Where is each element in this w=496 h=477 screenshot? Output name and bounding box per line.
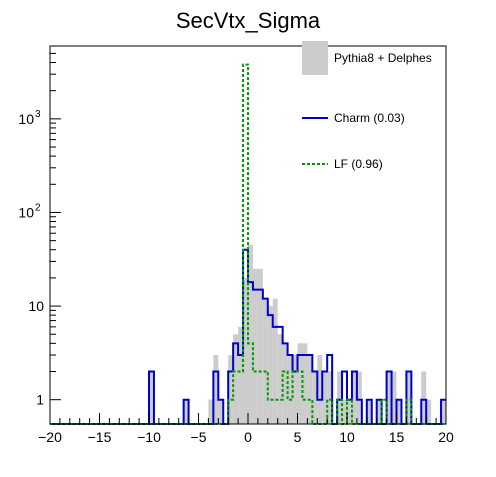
legend-label: LF (0.96) xyxy=(334,157,383,171)
y-tick-label: 10 xyxy=(18,204,34,220)
filled-histogram-bar xyxy=(292,355,298,424)
filled-histogram-bar xyxy=(257,268,263,424)
filled-histogram-bar xyxy=(228,355,234,424)
x-tick-label: 10 xyxy=(339,429,355,445)
filled-histogram-bar xyxy=(262,298,268,424)
filled-histogram-bar xyxy=(287,355,293,424)
y-tick-label: 10 xyxy=(18,111,34,127)
series-layer xyxy=(50,63,446,425)
legend-label: Pythia8 + Delphes xyxy=(334,51,432,65)
filled-histogram-bar xyxy=(307,355,313,424)
filled-histogram-bar xyxy=(426,399,432,424)
x-tick-label: 0 xyxy=(244,429,252,445)
filled-histogram-bar xyxy=(302,343,308,424)
filled-histogram-bar xyxy=(376,399,382,424)
filled-histogram-bar xyxy=(277,334,283,424)
filled-histogram-bar xyxy=(238,326,244,424)
filled-histogram-bar xyxy=(252,268,258,424)
filled-histogram-bar xyxy=(248,244,253,424)
filled-histogram-bar xyxy=(149,371,154,424)
filled-histogram-bar xyxy=(327,371,333,424)
filled-histogram-bar xyxy=(337,371,343,424)
legend-label: Charm (0.03) xyxy=(334,111,405,125)
filled-histogram-bar xyxy=(297,343,303,424)
filled-histogram-bar xyxy=(243,277,248,424)
x-tick-label: −5 xyxy=(191,429,207,445)
filled-histogram-bar xyxy=(386,371,392,424)
x-tick-label: −20 xyxy=(38,429,62,445)
filled-histogram-bar xyxy=(208,399,214,424)
filled-histogram-bar xyxy=(213,355,219,424)
x-tick-label: 15 xyxy=(389,429,405,445)
filled-histogram-bar xyxy=(356,371,362,424)
filled-histogram-bar xyxy=(267,306,273,424)
x-tick-label: 5 xyxy=(294,429,302,445)
filled-histogram-bar xyxy=(282,343,288,424)
y-tick-exponent: 3 xyxy=(35,109,41,120)
filled-histogram-bar xyxy=(406,371,412,424)
filled-histogram-bar xyxy=(421,371,427,424)
filled-histogram-bar xyxy=(317,355,323,424)
filled-histogram-bar xyxy=(312,371,318,424)
x-tick-label: −15 xyxy=(88,429,112,445)
filled-histogram-bar xyxy=(347,399,352,424)
filled-histogram-bar xyxy=(233,334,239,424)
filled-histogram-bar xyxy=(351,371,357,424)
legend-swatch-filled xyxy=(302,41,328,75)
x-tick-label: 20 xyxy=(438,429,454,445)
y-tick-exponent: 2 xyxy=(35,202,41,213)
filled-histogram-bar xyxy=(342,399,347,424)
filled-histogram-bar xyxy=(396,399,402,424)
legend: Pythia8 + Delphes Charm (0.03) LF (0.96) xyxy=(302,41,432,171)
filled-histogram-bar xyxy=(391,371,397,424)
y-tick-label: 1 xyxy=(36,392,44,408)
filled-histogram-bar xyxy=(366,399,372,424)
filled-histogram-bar xyxy=(322,371,328,424)
filled-histogram-bar xyxy=(183,399,189,424)
y-tick-label: 10 xyxy=(28,298,44,314)
filled-histogram-bar xyxy=(272,298,278,424)
filled-histogram-bar xyxy=(441,399,446,424)
chart-title: SecVtx_Sigma xyxy=(176,8,321,33)
filled-histogram-bar xyxy=(218,399,224,424)
x-tick-label: −10 xyxy=(137,429,161,445)
